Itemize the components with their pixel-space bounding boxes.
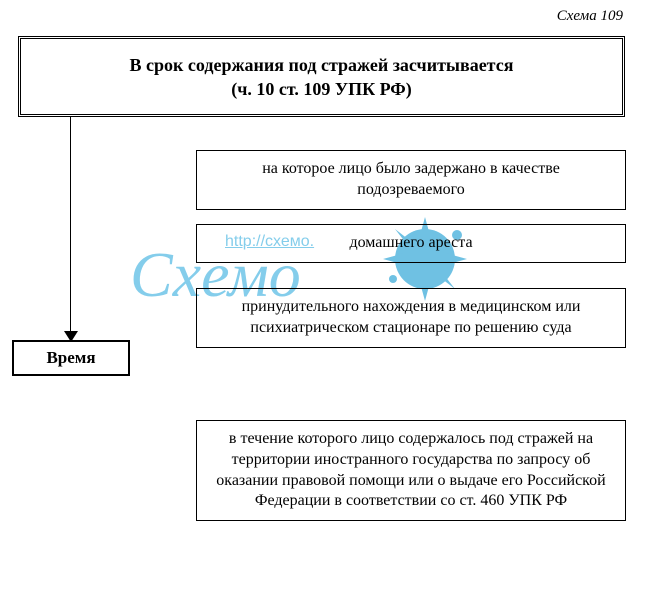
title-box: В срок содержания под стражей засчитывае… [18,36,625,117]
item-box-2: домашнего ареста [196,224,626,263]
item-box-3: принудительного нахождения в медицинском… [196,288,626,348]
scheme-caption: Схема 109 [557,8,623,25]
time-box: Время [12,340,130,376]
title-line-2: (ч. 10 ст. 109 УПК РФ) [31,77,612,101]
item-box-1: на которое лицо было задержано в качеств… [196,150,626,210]
item-box-4: в течение которого лицо содержалось под … [196,420,626,521]
connector-line [70,116,71,340]
title-line-1: В срок содержания под стражей засчитывае… [31,53,612,77]
